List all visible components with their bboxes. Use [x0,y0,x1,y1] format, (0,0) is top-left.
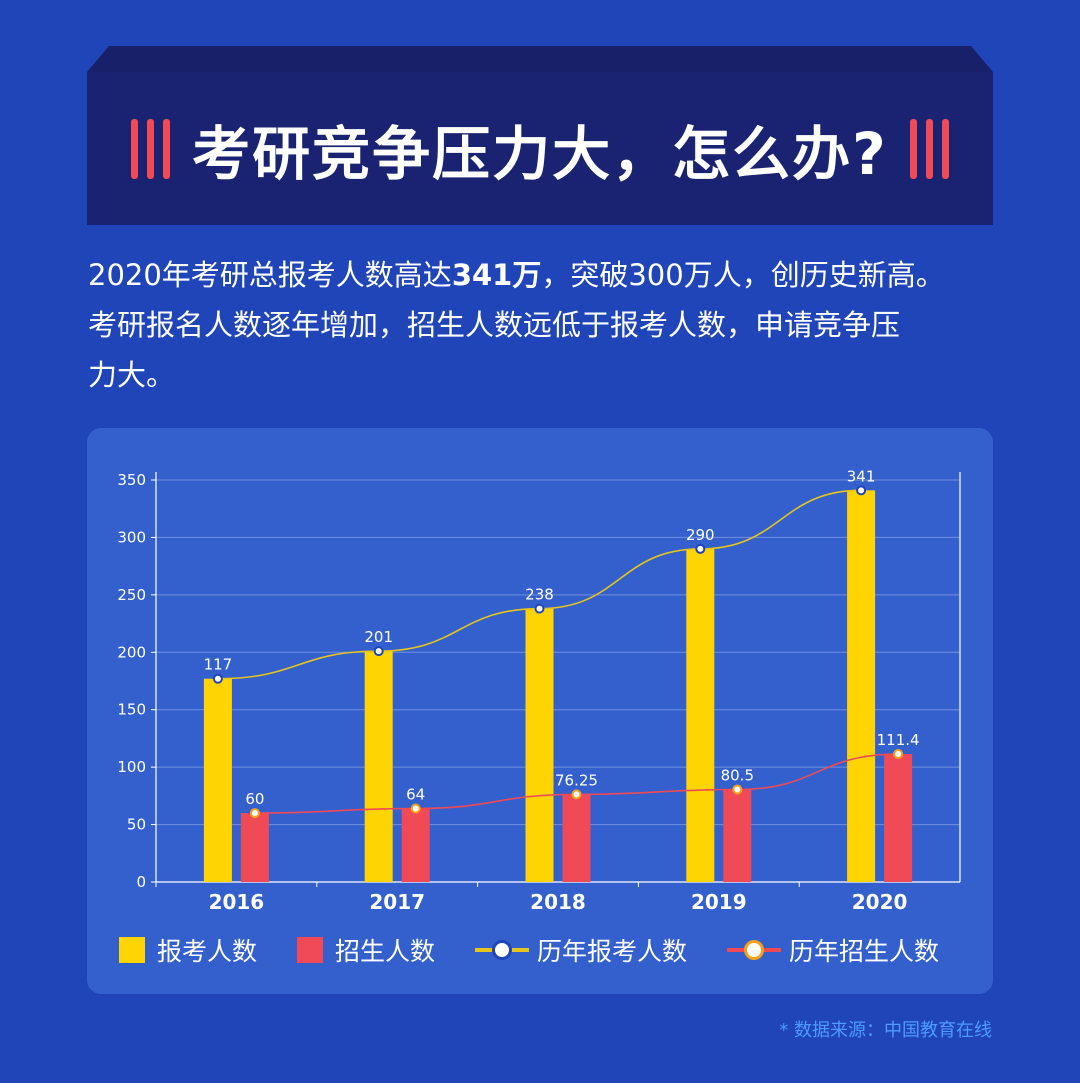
intro-line1-b: ，突破300万人，创历史新高。 [541,258,945,292]
intro-line1-bold: 341万 [451,258,542,292]
legend-line-yellow [475,940,529,960]
data-label: 60 [245,790,264,808]
legend-item-line-1: 历年报考人数 [475,932,687,968]
line-point [249,808,260,819]
x-category-label: 2019 [691,890,747,914]
line-point [212,673,223,684]
line-point [571,789,582,800]
data-label: 341 [847,467,876,485]
legend-label: 历年报考人数 [537,937,688,966]
legend-item-bar-1: 报考人数 [119,932,257,968]
y-tick-label: 350 [117,471,146,489]
legend-item-line-2: 历年招生人数 [727,932,939,968]
line-point [410,803,421,814]
intro-line2: 考研报名人数逐年增加，招生人数远低于报考人数，申请竞争压 [88,308,901,342]
line-point [534,603,545,614]
bar-admissions [240,813,269,882]
y-tick-label: 250 [117,586,146,604]
banner-top-bevel [87,46,993,72]
y-tick-label: 100 [117,758,146,776]
x-category-label: 2017 [369,890,425,914]
y-tick-label: 150 [117,701,146,719]
legend-item-bar-2: 招生人数 [297,932,435,968]
bar-admissions [723,789,752,882]
chart-card: 0 50 100 150 200 250 300 350 2016 2017 2018 2019 202… [87,428,993,994]
right-stripes-decoration [909,118,949,179]
legend-label: 报考人数 [157,937,258,966]
y-tick-label: 200 [117,643,146,661]
y-tick-label: 50 [127,816,146,834]
title-banner: 考研竞争压力大，怎么办? [87,72,993,225]
legend-swatch-yellow [119,937,145,963]
intro-text: 2020年考研总报考人数高达341万，突破300万人，创历史新高。 考研报名人数… [88,250,988,400]
line-point [373,646,384,657]
y-tick-label: 0 [136,873,146,891]
bar-admissions [562,794,591,882]
line-point [732,784,743,795]
data-label: 111.4 [877,731,920,749]
x-category-label: 2018 [530,890,586,914]
left-stripes-decoration [131,118,171,179]
line-point [695,543,706,554]
intro-line3: 力大。 [88,358,176,392]
legend-swatch-red [297,937,323,963]
data-label: 64 [406,785,425,803]
legend-line-red [727,940,781,960]
data-label: 80.5 [721,767,754,785]
bar-applicants [364,651,393,882]
line-point [856,485,867,496]
bar-line-chart: 0 50 100 150 200 250 300 350 2016 2017 2018 2019 202… [117,467,961,914]
data-label: 117 [204,656,233,674]
bar-applicants [203,678,232,882]
line-point [893,749,904,760]
bar-applicants [686,548,715,882]
data-label: 290 [686,526,715,544]
chart-legend: 报考人数 招生人数 历年报考人数 历年招生人数 [119,930,979,970]
bar-applicants [525,608,554,882]
data-label: 76.25 [555,771,598,789]
legend-label: 招生人数 [335,937,436,966]
page-title: 考研竞争压力大，怎么办? [192,119,888,188]
intro-line1-a: 2020年考研总报考人数高达 [88,258,452,292]
legend-label: 历年招生人数 [789,937,940,966]
bar-admissions [884,754,913,882]
x-category-label: 2020 [852,890,908,914]
data-label: 238 [525,586,554,604]
data-label: 201 [364,628,393,646]
bar-admissions [401,808,430,882]
bar-applicants [847,490,876,882]
data-source-note: * 数据来源：中国教育在线 [779,1020,992,1041]
x-category-label: 2016 [209,890,265,914]
y-tick-label: 300 [117,528,146,546]
